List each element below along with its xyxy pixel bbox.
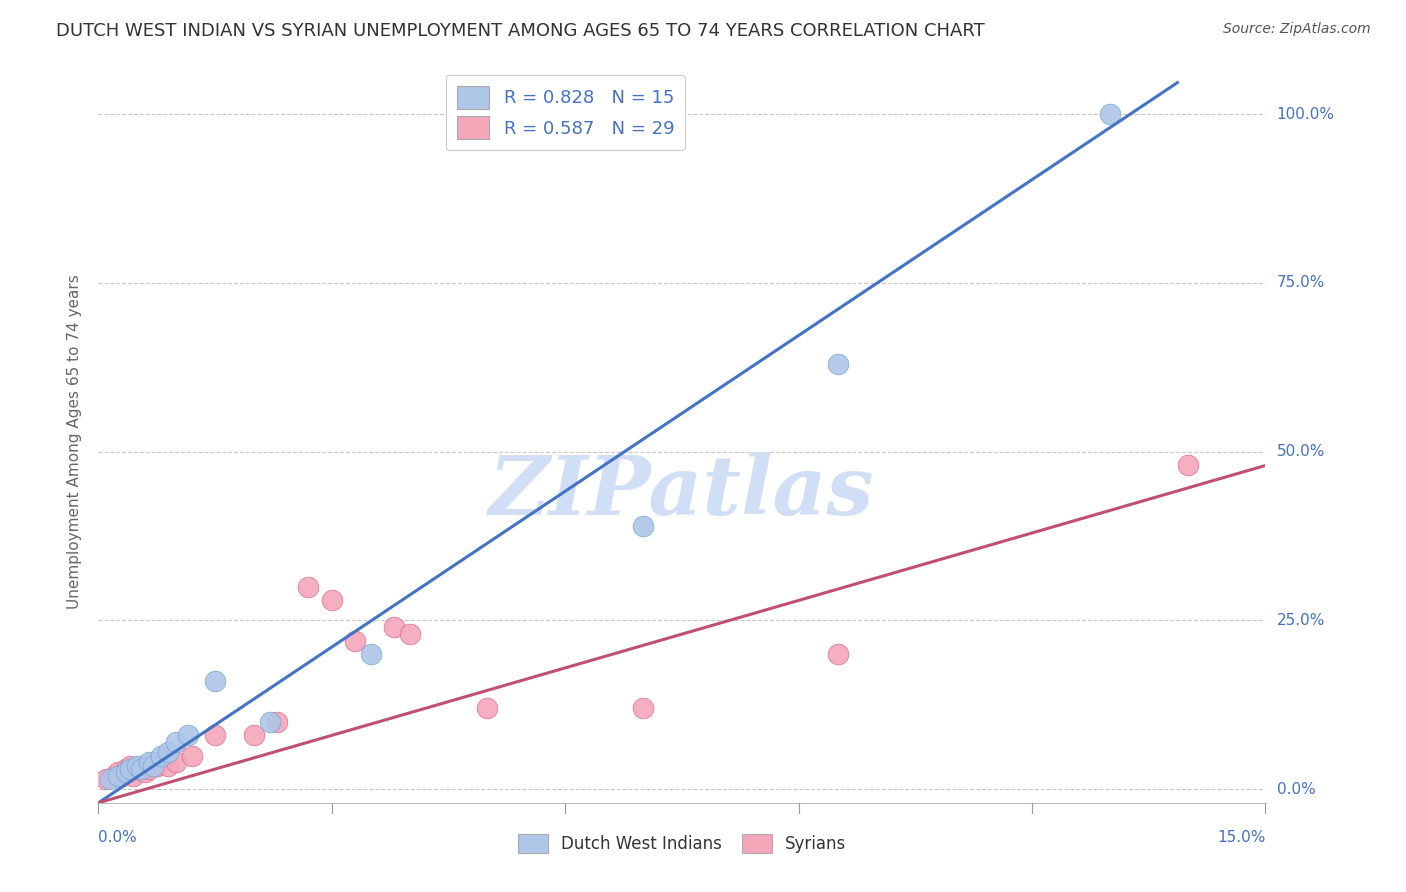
- Text: 15.0%: 15.0%: [1218, 830, 1265, 845]
- Point: [344, 633, 367, 648]
- Point: [129, 758, 152, 772]
- Point: [122, 769, 145, 783]
- Point: [477, 701, 499, 715]
- Point: [204, 674, 226, 689]
- Point: [149, 748, 172, 763]
- Point: [127, 762, 149, 776]
- Point: [114, 762, 136, 776]
- Text: 75.0%: 75.0%: [1277, 276, 1324, 291]
- Point: [142, 756, 165, 770]
- Point: [382, 620, 405, 634]
- Point: [114, 765, 136, 780]
- Point: [360, 647, 382, 661]
- Point: [177, 728, 200, 742]
- Point: [138, 762, 160, 776]
- Point: [259, 714, 281, 729]
- Text: 0.0%: 0.0%: [1277, 781, 1315, 797]
- Point: [107, 769, 129, 783]
- Point: [165, 756, 187, 770]
- Point: [165, 735, 187, 749]
- Point: [138, 756, 160, 770]
- Point: [827, 647, 849, 661]
- Point: [146, 758, 169, 772]
- Point: [118, 758, 141, 772]
- Point: [204, 728, 226, 742]
- Point: [134, 765, 156, 780]
- Text: 0.0%: 0.0%: [98, 830, 138, 845]
- Text: 50.0%: 50.0%: [1277, 444, 1324, 459]
- Point: [157, 758, 180, 772]
- Text: ZIPatlas: ZIPatlas: [489, 452, 875, 533]
- Point: [297, 580, 319, 594]
- Point: [1098, 107, 1121, 121]
- Point: [98, 772, 121, 787]
- Point: [180, 748, 202, 763]
- Point: [398, 627, 420, 641]
- Point: [321, 593, 343, 607]
- Point: [827, 357, 849, 371]
- Point: [118, 762, 141, 776]
- Point: [96, 772, 118, 787]
- Point: [111, 769, 134, 783]
- Text: 100.0%: 100.0%: [1277, 106, 1334, 121]
- Point: [153, 752, 176, 766]
- Text: DUTCH WEST INDIAN VS SYRIAN UNEMPLOYMENT AMONG AGES 65 TO 74 YEARS CORRELATION C: DUTCH WEST INDIAN VS SYRIAN UNEMPLOYMENT…: [56, 22, 986, 40]
- Point: [103, 769, 125, 783]
- Point: [1177, 458, 1199, 472]
- Point: [127, 758, 149, 772]
- Point: [266, 714, 288, 729]
- Point: [157, 745, 180, 759]
- Text: Source: ZipAtlas.com: Source: ZipAtlas.com: [1223, 22, 1371, 37]
- Y-axis label: Unemployment Among Ages 65 to 74 years: Unemployment Among Ages 65 to 74 years: [67, 274, 83, 609]
- Point: [129, 762, 152, 776]
- Point: [107, 765, 129, 780]
- Point: [631, 701, 654, 715]
- Point: [243, 728, 266, 742]
- Point: [631, 519, 654, 533]
- Text: 25.0%: 25.0%: [1277, 613, 1324, 628]
- Point: [142, 758, 165, 772]
- Legend: Dutch West Indians, Syrians: Dutch West Indians, Syrians: [510, 827, 853, 860]
